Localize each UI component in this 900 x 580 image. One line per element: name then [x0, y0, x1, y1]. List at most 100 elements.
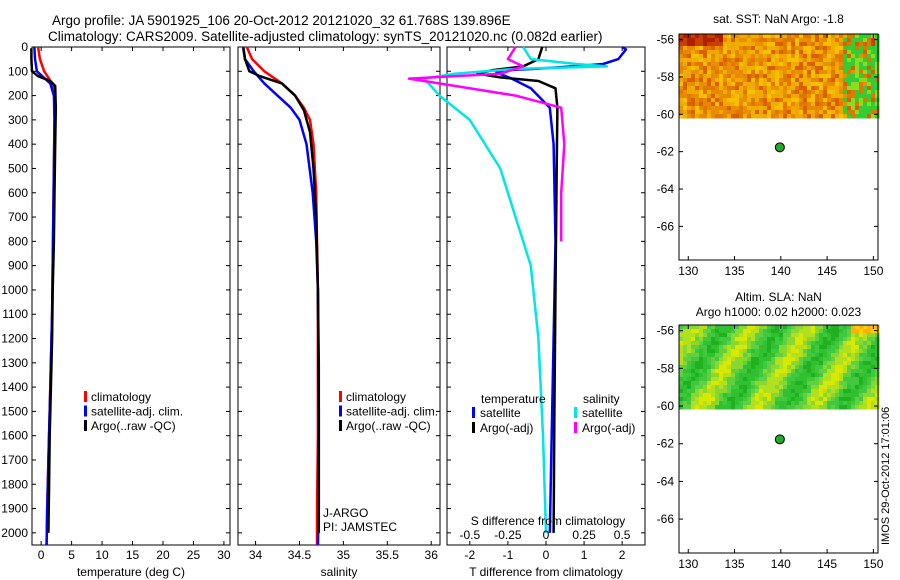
- heat-cell: [859, 397, 864, 402]
- heat-cell: [851, 377, 856, 382]
- heat-cell: [735, 333, 740, 338]
- heat-cell: [779, 98, 784, 103]
- heat-cell: [727, 94, 732, 99]
- heat-cell: [703, 66, 708, 71]
- heat-cell: [771, 90, 776, 95]
- heat-cell: [707, 397, 712, 402]
- heat-cell: [711, 349, 716, 354]
- heat-cell: [739, 106, 744, 111]
- heat-cell: [751, 329, 756, 334]
- heat-cell: [759, 78, 764, 83]
- heat-cell: [755, 385, 760, 390]
- heat-cell: [723, 66, 728, 71]
- heat-cell: [743, 114, 748, 119]
- heat-cell: [795, 369, 800, 374]
- heat-cell: [679, 34, 684, 39]
- heat-cell: [735, 405, 740, 410]
- heat-cell: [859, 365, 864, 370]
- heat-cell: [679, 357, 684, 362]
- heat-cell: [719, 54, 724, 59]
- y-tick-label: 100: [8, 64, 28, 78]
- heat-cell: [755, 38, 760, 43]
- heat-cell: [751, 86, 756, 91]
- heat-cell: [803, 357, 808, 362]
- heat-cell: [799, 114, 804, 119]
- heat-cell: [751, 114, 756, 119]
- heat-cell: [815, 353, 820, 358]
- heat-cell: [727, 369, 732, 374]
- heat-cell: [843, 82, 848, 87]
- heat-cell: [815, 325, 820, 330]
- heat-cell: [823, 349, 828, 354]
- heat-cell: [815, 54, 820, 59]
- heat-cell: [847, 337, 852, 342]
- heat-cell: [811, 74, 816, 79]
- heat-cell: [783, 90, 788, 95]
- heat-cell: [771, 393, 776, 398]
- heat-cell: [803, 377, 808, 382]
- heat-cell: [731, 325, 736, 330]
- heat-cell: [823, 361, 828, 366]
- heat-cell: [815, 106, 820, 111]
- heat-cell: [727, 78, 732, 83]
- heat-cell: [703, 349, 708, 354]
- heat-cell: [739, 62, 744, 67]
- heat-cell: [863, 38, 868, 43]
- heat-cell: [803, 94, 808, 99]
- heat-cell: [803, 405, 808, 410]
- heat-cell: [827, 42, 832, 47]
- heat-cell: [703, 58, 708, 63]
- heat-cell: [875, 46, 880, 51]
- heat-cell: [687, 369, 692, 374]
- legend-swatch: [339, 405, 342, 417]
- heat-cell: [787, 353, 792, 358]
- heat-cell: [763, 66, 768, 71]
- heat-cell: [775, 325, 780, 330]
- heat-cell: [835, 42, 840, 47]
- heat-cell: [783, 66, 788, 71]
- heat-cell: [695, 34, 700, 39]
- heat-cell: [863, 98, 868, 103]
- heat-cell: [787, 393, 792, 398]
- heat-cell: [847, 333, 852, 338]
- heat-cell: [683, 58, 688, 63]
- heat-cell: [679, 82, 684, 87]
- heat-cell: [723, 82, 728, 87]
- heat-cell: [715, 42, 720, 47]
- heat-cell: [839, 38, 844, 43]
- x-tick-label: 145: [817, 557, 837, 571]
- heat-cell: [839, 66, 844, 71]
- heat-cell: [827, 114, 832, 119]
- heat-cell: [863, 66, 868, 71]
- plot-frame: [446, 46, 646, 546]
- heat-cell: [835, 94, 840, 99]
- heat-cell: [727, 62, 732, 67]
- map-title: Altim. SLA: NaN: [735, 290, 822, 304]
- heat-cell: [755, 46, 760, 51]
- heat-cell: [863, 62, 868, 67]
- heat-cell: [691, 110, 696, 115]
- heat-cell: [875, 94, 880, 99]
- heat-cell: [727, 325, 732, 330]
- heat-cell: [835, 385, 840, 390]
- heat-cell: [755, 365, 760, 370]
- header-line-2: Climatology: CARS2009. Satellite-adjuste…: [48, 29, 603, 44]
- heat-cell: [799, 401, 804, 406]
- heat-cell: [747, 349, 752, 354]
- heat-cell: [867, 353, 872, 358]
- heat-cell: [791, 325, 796, 330]
- heat-cell: [791, 369, 796, 374]
- heat-cell: [799, 110, 804, 115]
- heat-cell: [867, 58, 872, 63]
- heat-cell: [751, 405, 756, 410]
- heat-cell: [687, 90, 692, 95]
- heat-cell: [791, 114, 796, 119]
- heat-cell: [851, 42, 856, 47]
- heat-cell: [723, 325, 728, 330]
- heat-cell: [759, 353, 764, 358]
- heat-cell: [791, 333, 796, 338]
- heat-cell: [691, 34, 696, 39]
- heat-cell: [719, 98, 724, 103]
- heat-cell: [811, 66, 816, 71]
- heat-cell: [851, 50, 856, 55]
